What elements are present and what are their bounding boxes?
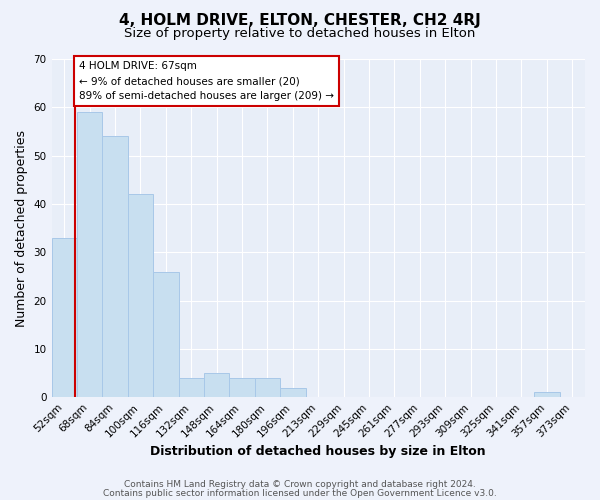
Bar [52,238,77,397]
Bar [255,378,280,397]
X-axis label: Distribution of detached houses by size in Elton: Distribution of detached houses by size … [151,444,486,458]
Text: Size of property relative to detached houses in Elton: Size of property relative to detached ho… [124,28,476,40]
Bar [128,194,153,397]
Bar [179,378,204,397]
Bar [77,112,103,397]
Text: 4, HOLM DRIVE, ELTON, CHESTER, CH2 4RJ: 4, HOLM DRIVE, ELTON, CHESTER, CH2 4RJ [119,12,481,28]
Text: Contains public sector information licensed under the Open Government Licence v3: Contains public sector information licen… [103,489,497,498]
Y-axis label: Number of detached properties: Number of detached properties [15,130,28,326]
Bar [229,378,255,397]
Bar [534,392,560,397]
Bar [204,373,229,397]
Bar [153,272,179,397]
Text: 4 HOLM DRIVE: 67sqm
← 9% of detached houses are smaller (20)
89% of semi-detache: 4 HOLM DRIVE: 67sqm ← 9% of detached hou… [79,62,334,101]
Bar [103,136,128,397]
Bar [280,388,305,397]
Text: Contains HM Land Registry data © Crown copyright and database right 2024.: Contains HM Land Registry data © Crown c… [124,480,476,489]
